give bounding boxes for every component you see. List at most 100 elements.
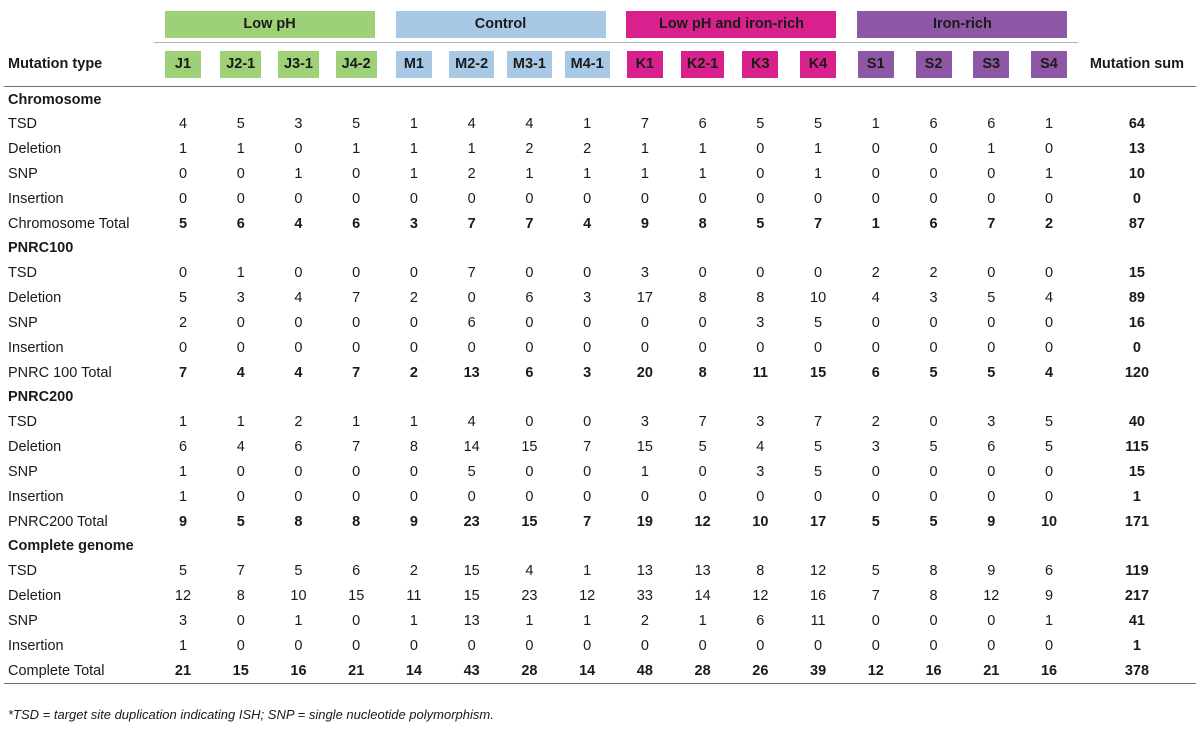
value-cell: 7 <box>467 265 476 282</box>
value-cell: 8 <box>756 563 765 580</box>
value-cell: 33 <box>636 588 653 605</box>
value-cell: 0 <box>352 190 361 207</box>
value-cell: 5 <box>236 116 245 133</box>
value-cell: 5 <box>1044 439 1054 456</box>
total-value-cell: 4 <box>1044 364 1054 381</box>
column-header-cell: J1 <box>154 42 212 87</box>
row-label: Insertion <box>8 488 64 505</box>
value-cell: 0 <box>987 637 996 654</box>
value-cell: 6 <box>929 116 938 133</box>
total-value-cell: 5 <box>929 364 938 381</box>
value-cell: 0 <box>698 265 707 282</box>
value-cell: 12 <box>752 588 769 605</box>
column-header-cell: K3 <box>731 42 790 87</box>
value-cell: 0 <box>583 414 592 431</box>
total-value-cell: 14 <box>385 658 443 684</box>
value-cell: 2 <box>294 414 303 431</box>
group-header-cell: Iron-rich <box>846 6 1078 43</box>
value-cell: 15 <box>348 588 365 605</box>
value-cell: 11 <box>406 588 422 605</box>
value-cell: 0 <box>640 339 649 356</box>
table-row: TSD 4 5 3 5 1 4 4 1 7 6 5 5 1 6 6 1 64 <box>4 112 1196 137</box>
total-value-cell: 15 <box>211 658 270 684</box>
total-value-cell: 7 <box>814 215 823 232</box>
total-label: Chromosome Total <box>8 215 130 232</box>
value-cell: 6 <box>352 563 361 580</box>
value-cell: 0 <box>583 314 592 331</box>
value-cell: 3 <box>583 290 592 307</box>
total-value-cell: 14 <box>558 658 616 684</box>
row-sum-cell: 119 <box>1125 563 1149 580</box>
value-cell: 3 <box>178 612 188 629</box>
value-cell: 6 <box>525 290 534 307</box>
total-value-cell: 15 <box>521 513 538 530</box>
value-cell: 1 <box>178 488 188 505</box>
value-cell: 0 <box>871 190 880 207</box>
total-value-cell: 26 <box>731 658 790 684</box>
total-sum-cell: 171 <box>1124 513 1150 530</box>
value-cell: 1 <box>698 141 707 158</box>
value-cell: 0 <box>467 637 476 654</box>
value-cell: 8 <box>698 290 707 307</box>
table-row: SNP 3 0 1 0 1 13 1 1 2 1 6 11 0 0 0 1 41 <box>4 609 1196 634</box>
value-cell: 0 <box>294 314 303 331</box>
value-cell: 3 <box>987 414 996 431</box>
value-cell: 0 <box>525 314 534 331</box>
table-footnote: *TSD = target site duplication indicatin… <box>8 707 494 722</box>
value-cell: 1 <box>236 265 245 282</box>
row-sum-cell: 89 <box>1128 290 1145 307</box>
total-value-cell: 7 <box>178 364 188 381</box>
column-label: J1 <box>164 51 201 78</box>
value-cell: 1 <box>178 463 188 480</box>
total-value-cell: 9 <box>409 513 418 530</box>
value-cell: 0 <box>352 637 361 654</box>
value-cell: 0 <box>814 190 823 207</box>
total-value-cell: 2 <box>409 364 418 381</box>
total-value-cell: 9 <box>987 513 996 530</box>
value-cell: 0 <box>409 488 418 505</box>
value-cell: 6 <box>698 116 707 133</box>
total-value-cell: 39 <box>789 658 847 684</box>
empty-cell <box>1078 6 1196 43</box>
value-cell: 4 <box>1044 290 1054 307</box>
value-cell: 0 <box>756 339 765 356</box>
total-value-cell: 7 <box>987 215 996 232</box>
value-cell: 0 <box>352 265 361 282</box>
value-cell: 3 <box>929 290 938 307</box>
total-value-cell: 8 <box>294 513 303 530</box>
value-cell: 0 <box>525 339 534 356</box>
column-header-cell: S3 <box>962 42 1021 87</box>
value-cell: 1 <box>583 116 592 133</box>
total-value-cell: 5 <box>871 513 880 530</box>
value-cell: 5 <box>178 563 188 580</box>
value-cell: 1 <box>178 637 188 654</box>
value-cell: 0 <box>467 339 476 356</box>
value-cell: 0 <box>294 141 303 158</box>
row-label: TSD <box>8 563 37 580</box>
value-cell: 0 <box>814 339 823 356</box>
row-sum-cell: 0 <box>1132 190 1141 207</box>
value-cell: 0 <box>756 265 765 282</box>
value-cell: 0 <box>698 339 707 356</box>
value-cell: 2 <box>525 141 534 158</box>
value-cell: 0 <box>698 463 707 480</box>
total-value-cell: 48 <box>616 658 674 684</box>
column-label: M1 <box>395 51 432 78</box>
total-value-cell: 17 <box>810 513 827 530</box>
value-cell: 0 <box>178 265 188 282</box>
total-value-cell: 21 <box>327 658 386 684</box>
column-label: M3-1 <box>506 51 552 78</box>
table-row: Deletion 5 3 4 7 2 0 6 3 17 8 8 10 4 3 5 4 89 <box>4 286 1196 311</box>
row-sum-cell: 115 <box>1125 439 1149 456</box>
value-cell: 0 <box>409 637 418 654</box>
total-value-cell: 15 <box>810 364 827 381</box>
value-cell: 1 <box>583 612 592 629</box>
value-cell: 6 <box>1044 563 1054 580</box>
value-cell: 1 <box>1044 612 1054 629</box>
column-header-row: Mutation type J1 J2-1 J3-1 J4-2 M1 M2-2 M3-1 M4-… <box>4 42 1196 87</box>
total-row: Chromosome Total 5 6 4 6 3 7 7 4 9 8 5 7 1 6 7 2 87 <box>4 211 1196 236</box>
total-row: Complete Total 21 15 16 21 14 43 28 14 48 28 26 39 12… <box>4 658 1196 684</box>
total-value-cell: 28 <box>673 658 732 684</box>
value-cell: 0 <box>583 463 592 480</box>
row-sum-cell: 64 <box>1128 116 1145 133</box>
